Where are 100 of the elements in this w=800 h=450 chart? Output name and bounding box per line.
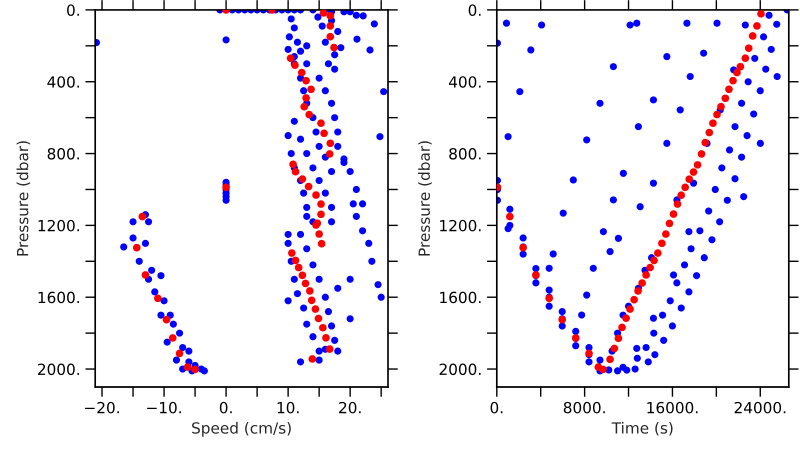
point: [302, 280, 310, 288]
x-tick-label: −10.: [147, 402, 181, 414]
point: [677, 191, 686, 200]
point: [308, 355, 316, 363]
point: [312, 305, 320, 313]
point: [304, 182, 312, 190]
point: [681, 184, 689, 192]
point: [706, 128, 714, 136]
point: [308, 296, 316, 304]
point: [317, 200, 325, 208]
point: [298, 68, 306, 76]
point: [320, 129, 328, 138]
point: [642, 271, 650, 279]
point: [317, 119, 325, 128]
y-axis-title: Pressure (dbar): [16, 141, 30, 256]
point: [307, 85, 315, 94]
point: [690, 168, 698, 176]
point: [709, 119, 717, 128]
point: [622, 314, 630, 322]
point: [168, 334, 177, 342]
point: [694, 161, 702, 169]
point: [748, 32, 756, 40]
point: [292, 256, 300, 264]
point: [298, 272, 306, 280]
point: [330, 44, 338, 52]
point: [736, 62, 744, 70]
point: [698, 150, 706, 158]
point: [191, 366, 199, 374]
point: [154, 294, 162, 302]
point: [184, 363, 192, 371]
point: [599, 366, 607, 374]
y-tick-label: 1200.: [440, 220, 481, 232]
point: [674, 200, 682, 208]
point: [722, 94, 730, 102]
x-tick-label: −20.: [85, 402, 119, 414]
point: [176, 350, 184, 358]
point: [753, 22, 761, 30]
x-tick-label: 16000.: [647, 402, 698, 414]
x-tick-label: 0.: [490, 402, 502, 414]
point: [302, 76, 310, 84]
point: [650, 256, 658, 264]
x-tick-label: 20.: [339, 402, 361, 414]
y-tick-label: 2000.: [38, 364, 79, 376]
point: [315, 230, 323, 238]
point: [326, 150, 334, 158]
point: [318, 240, 326, 248]
point: [305, 110, 314, 118]
point: [319, 324, 327, 332]
point: [288, 249, 296, 257]
point: [757, 10, 765, 18]
y-tick-label: 400.: [448, 76, 481, 88]
point: [326, 140, 334, 148]
point: [614, 334, 622, 342]
point: [725, 85, 733, 94]
point: [322, 334, 330, 342]
x-axis-title: Time (s): [612, 422, 673, 436]
point: [312, 191, 320, 199]
x-axis-title: Speed (cm/s): [192, 422, 291, 437]
y-tick-label: 0.: [67, 4, 79, 16]
point: [626, 305, 634, 313]
point: [326, 32, 334, 40]
y-tick-label: 800.: [449, 148, 481, 160]
point: [654, 249, 662, 257]
x-tick-label: 10.: [278, 402, 299, 414]
y-tick-label: 400.: [47, 76, 79, 88]
y-axis-title: Pressure (dbar): [418, 141, 432, 256]
point: [326, 12, 334, 20]
point: [742, 54, 750, 62]
point: [670, 210, 678, 218]
x-tick-label: 0.: [220, 402, 232, 414]
point: [314, 314, 322, 322]
y-tick-label: 1600.: [440, 292, 481, 304]
point: [138, 212, 146, 220]
point: [326, 345, 334, 353]
point: [306, 287, 314, 295]
point: [634, 287, 642, 295]
point: [618, 324, 626, 332]
point: [606, 356, 614, 364]
x-tick-label: 8000.: [564, 402, 605, 414]
point: [662, 230, 670, 238]
y-tick-label: 2000.: [440, 364, 481, 376]
point: [630, 296, 638, 304]
point: [733, 68, 741, 76]
point: [666, 220, 674, 228]
point: [713, 110, 721, 118]
point: [729, 76, 737, 84]
point: [142, 271, 150, 279]
point: [744, 44, 753, 52]
point: [717, 102, 725, 110]
y-tick-label: 0.: [468, 4, 481, 16]
point: [685, 175, 694, 184]
point: [610, 344, 618, 352]
point: [317, 210, 325, 218]
point: [646, 264, 654, 272]
point: [300, 102, 308, 110]
point: [162, 316, 170, 324]
y-tick-label: 1200.: [38, 220, 79, 232]
y-tick-label: 800.: [48, 148, 79, 160]
point: [320, 10, 328, 17]
point: [302, 94, 310, 102]
